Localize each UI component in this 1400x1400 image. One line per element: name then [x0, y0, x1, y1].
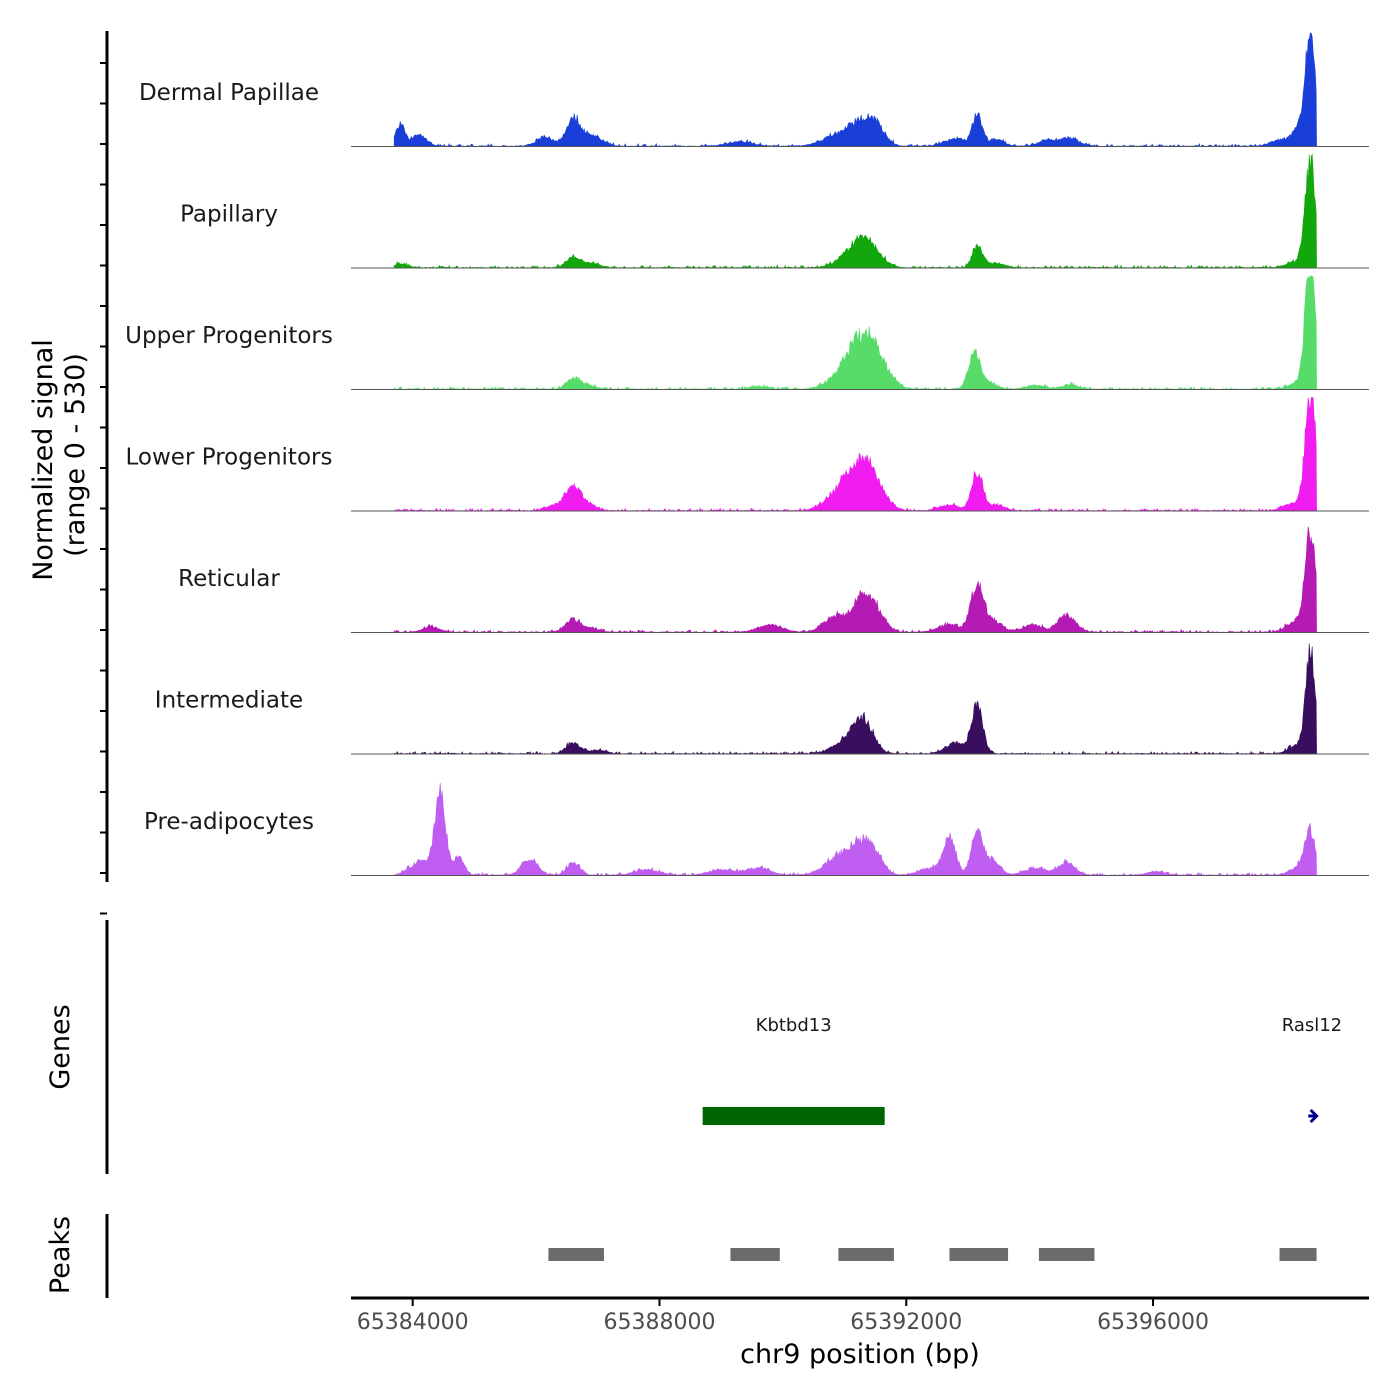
gene-rasl12: Rasl12 — [1282, 1015, 1342, 1124]
gene-strand-arrow-rasl12 — [1309, 1108, 1319, 1124]
peaks-panel-label: Peaks — [45, 1216, 76, 1294]
x-tick-label: 65384000 — [357, 1310, 469, 1335]
peak-region — [838, 1248, 894, 1261]
track-label-lower-progenitors: Lower Progenitors — [126, 445, 333, 471]
signal-tracks: Dermal Papillae Papillary Upper Progenitor… — [125, 32, 1369, 876]
peak-region — [548, 1248, 604, 1261]
track-label-dermal-papillae: Dermal Papillae — [139, 80, 319, 106]
signal-area-lower-progenitors — [393, 397, 1317, 512]
peak-region — [1038, 1248, 1095, 1261]
gene-label-rasl12: Rasl12 — [1282, 1015, 1342, 1036]
peak-region — [949, 1248, 1009, 1261]
x-tick-label: 65396000 — [1097, 1310, 1209, 1335]
signal-area-reticular — [393, 526, 1317, 634]
x-tick-label: 65388000 — [603, 1310, 715, 1335]
signal-y-axis-label-line1: Normalized signal — [28, 339, 59, 581]
track-dermal-papillae: Dermal Papillae — [139, 32, 1369, 147]
track-reticular: Reticular — [178, 526, 1369, 634]
x-tick-label: 65392000 — [850, 1310, 962, 1335]
track-pre-adipocytes: Pre-adipocytes — [144, 782, 1369, 876]
track-label-papillary: Papillary — [180, 202, 278, 228]
gene-label-kbtbd13: Kbtbd13 — [756, 1015, 832, 1036]
peaks-track — [548, 1248, 1317, 1261]
signal-y-axis-label-line2: (range 0 - 530) — [60, 353, 91, 557]
x-axis-label: chr9 position (bp) — [740, 1339, 980, 1370]
track-upper-progenitors: Upper Progenitors — [125, 275, 1369, 390]
genes-track: Kbtbd13 Rasl12 — [702, 1015, 1342, 1125]
track-papillary: Papillary — [180, 153, 1369, 269]
peak-region — [730, 1248, 780, 1261]
signal-y-axis-ticks — [100, 62, 107, 915]
signal-area-pre-adipocytes — [393, 782, 1317, 876]
track-label-intermediate: Intermediate — [155, 688, 303, 714]
track-intermediate: Intermediate — [155, 643, 1369, 755]
gene-body-kbtbd13 — [702, 1107, 885, 1125]
signal-area-upper-progenitors — [393, 275, 1317, 390]
gene-kbtbd13: Kbtbd13 — [702, 1015, 885, 1125]
track-label-upper-progenitors: Upper Progenitors — [125, 323, 333, 349]
track-label-pre-adipocytes: Pre-adipocytes — [144, 809, 314, 835]
peak-region — [1279, 1248, 1317, 1261]
track-lower-progenitors: Lower Progenitors — [126, 397, 1369, 512]
x-axis-ticks: 65384000 65388000 65392000 65396000 — [357, 1298, 1209, 1335]
track-label-reticular: Reticular — [178, 566, 280, 592]
genes-panel-label: Genes — [45, 1004, 76, 1089]
